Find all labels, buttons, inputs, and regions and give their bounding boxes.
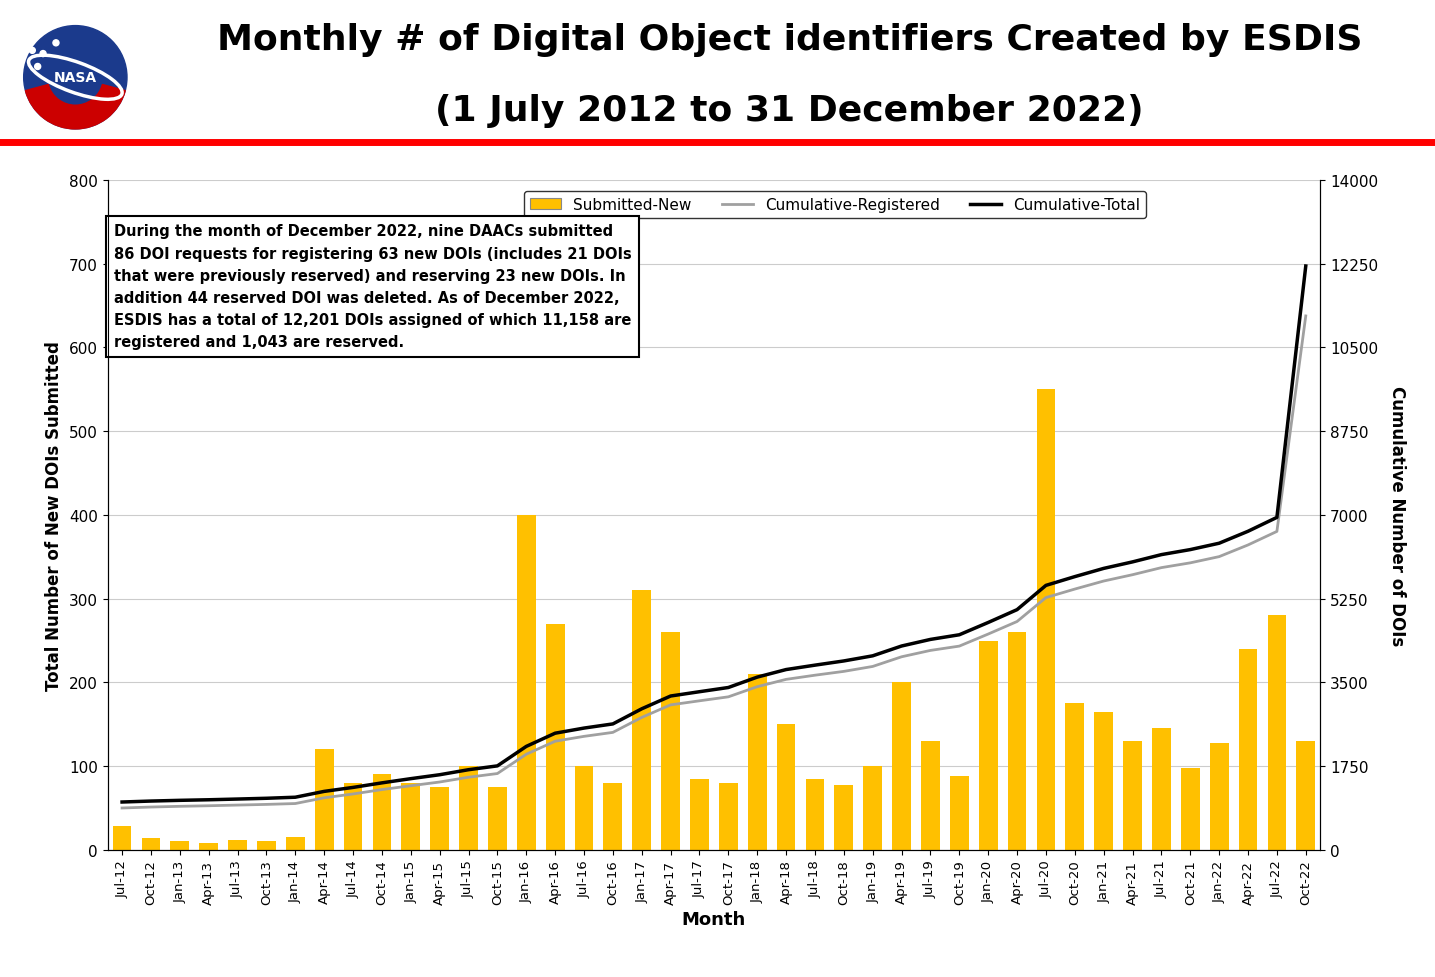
Bar [893,683,911,850]
Bar [545,624,564,850]
Bar [1036,390,1055,850]
Bar [776,725,795,850]
Bar [430,787,449,850]
Bar [719,784,738,850]
Bar [314,749,333,850]
Bar [633,591,651,850]
Bar [1296,742,1314,850]
Text: NASA: NASA [53,71,98,85]
Text: (1 July 2012 to 31 December 2022): (1 July 2012 to 31 December 2022) [435,94,1144,127]
Circle shape [53,41,59,47]
Bar [113,827,132,850]
Bar [171,841,189,850]
Bar [1238,649,1257,850]
Circle shape [40,52,46,58]
Bar [1124,742,1142,850]
Bar [199,843,218,850]
Bar [690,779,709,850]
Bar [459,766,478,850]
Bar [373,775,392,850]
Bar [1065,703,1085,850]
Bar [343,784,363,850]
Y-axis label: Cumulative Number of DOIs: Cumulative Number of DOIs [1388,385,1406,646]
Legend: Submitted-New, Cumulative-Registered, Cumulative-Total: Submitted-New, Cumulative-Registered, Cu… [524,191,1147,219]
Bar [604,784,623,850]
Bar [1007,632,1026,850]
Bar [1210,743,1228,850]
Bar [834,785,854,850]
Bar [1095,712,1114,850]
Bar [662,632,680,850]
Text: During the month of December 2022, nine DAACs submitted
86 DOI requests for regi: During the month of December 2022, nine … [113,225,631,350]
Bar [748,674,766,850]
Bar [1267,616,1286,850]
Bar [257,841,276,850]
Y-axis label: Total Number of New DOIs Submitted: Total Number of New DOIs Submitted [46,341,63,690]
Bar [574,766,594,850]
Bar [864,766,883,850]
Bar [979,641,997,850]
Circle shape [34,64,40,70]
Bar [402,784,420,850]
Bar [286,837,304,850]
Bar [921,742,940,850]
Bar [228,840,247,850]
Wedge shape [26,85,125,130]
Bar [142,838,161,850]
Bar [950,777,969,850]
Bar [805,779,824,850]
Circle shape [29,48,36,55]
Circle shape [24,26,126,130]
Bar [1181,768,1200,850]
X-axis label: Month: Month [682,911,746,928]
Bar [517,516,535,850]
Bar [1152,729,1171,850]
Bar [488,787,507,850]
Text: Monthly # of Digital Object identifiers Created by ESDIS: Monthly # of Digital Object identifiers … [217,22,1362,57]
